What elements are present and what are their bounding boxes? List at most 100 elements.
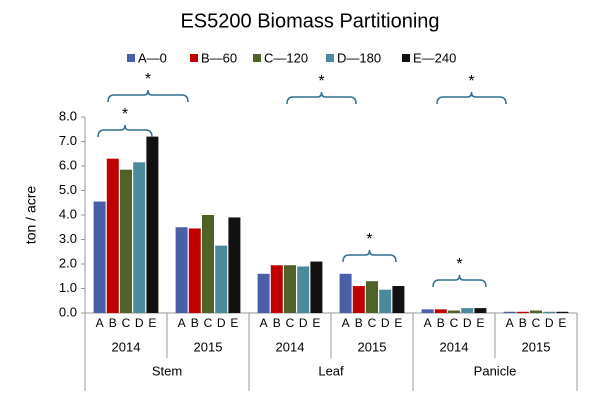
x-tick-label: 2015	[194, 339, 223, 354]
y-tick-label: 3.0	[59, 231, 77, 246]
legend-label: D—180	[337, 50, 381, 65]
bar-label: D	[135, 316, 144, 330]
bracket	[342, 249, 397, 263]
bar-label: A	[342, 316, 350, 330]
bar	[297, 266, 310, 313]
y-tick-label: 8.0	[59, 108, 77, 123]
bar	[215, 245, 228, 313]
y-tick-label: 6.0	[59, 157, 77, 172]
bar-label: C	[204, 316, 213, 330]
bar	[120, 169, 132, 313]
bar-label: E	[394, 316, 402, 330]
x-tick-label: 2015	[522, 339, 551, 354]
bar	[339, 273, 352, 313]
bar-label: B	[273, 316, 281, 330]
y-tick-label: 0.0	[59, 304, 77, 319]
bar-label: C	[368, 316, 377, 330]
bar	[421, 309, 434, 313]
bar-label: C	[286, 316, 295, 330]
bar	[434, 309, 447, 313]
y-tick-label: 2.0	[59, 255, 77, 270]
group-label: Leaf	[318, 363, 344, 378]
bar-label: A	[178, 316, 186, 330]
bar	[146, 136, 159, 313]
y-tick-label: 5.0	[59, 182, 77, 197]
bar	[543, 311, 556, 313]
y-axis-label: ton / acre	[23, 186, 39, 245]
annotation: *	[468, 73, 474, 90]
bar-label: D	[299, 316, 308, 330]
bar	[379, 289, 392, 313]
bar-label: B	[109, 316, 117, 330]
bar-label: E	[312, 316, 320, 330]
x-tick-label: 2014	[440, 339, 469, 354]
bar-label: E	[558, 316, 566, 330]
annotation: *	[145, 71, 151, 88]
bar-label: B	[355, 316, 363, 330]
bar	[228, 217, 241, 313]
bar	[284, 265, 296, 313]
legend-swatch	[253, 54, 261, 62]
bar-label: D	[463, 316, 472, 330]
annotation: *	[122, 106, 128, 123]
bar	[270, 265, 283, 313]
y-tick-label: 4.0	[59, 206, 77, 221]
bracket	[97, 124, 153, 138]
bar-label: D	[545, 316, 554, 330]
y-tick-label: 7.0	[59, 133, 77, 148]
x-tick-label: 2015	[358, 339, 387, 354]
bar-label: D	[217, 316, 226, 330]
x-tick-label: 2014	[112, 339, 141, 354]
bar-label: D	[381, 316, 390, 330]
legend-swatch	[326, 54, 334, 62]
bar	[474, 308, 487, 313]
bar-label: C	[122, 316, 131, 330]
chart-title: ES5200 Biomass Partitioning	[180, 10, 439, 32]
legend-label: E—240	[413, 50, 456, 65]
bar	[175, 227, 188, 313]
bracket	[286, 91, 357, 105]
bar	[503, 311, 516, 313]
bar-label: A	[260, 316, 268, 330]
bar-label: A	[424, 316, 432, 330]
legend-swatch	[190, 54, 198, 62]
group-label: Panicle	[474, 363, 517, 378]
bar	[188, 228, 201, 313]
bracket	[432, 274, 487, 288]
annotation: *	[456, 256, 462, 273]
bar	[516, 311, 529, 313]
bar	[461, 308, 474, 313]
bar	[202, 215, 214, 313]
bar	[366, 281, 378, 313]
bar-label: C	[532, 316, 541, 330]
bar-label: A	[96, 316, 104, 330]
bracket	[436, 91, 507, 105]
x-tick-label: 2014	[276, 339, 305, 354]
bar-label: B	[437, 316, 445, 330]
bar-label: B	[519, 316, 527, 330]
annotation: *	[366, 231, 372, 248]
bar-label: B	[191, 316, 199, 330]
bar	[530, 310, 542, 313]
bar-label: A	[506, 316, 514, 330]
bar-label: E	[148, 316, 156, 330]
bar	[448, 310, 460, 313]
bar-label: E	[476, 316, 484, 330]
bar	[106, 158, 119, 313]
bar	[257, 273, 270, 313]
legend-swatch	[127, 54, 135, 62]
y-tick-label: 1.0	[59, 280, 77, 295]
bar	[556, 311, 569, 313]
bar-label: C	[450, 316, 459, 330]
bar-label: E	[230, 316, 238, 330]
bar	[352, 286, 365, 313]
bar	[93, 201, 106, 313]
bracket	[107, 89, 189, 103]
bar	[310, 261, 323, 313]
group-label: Stem	[152, 363, 182, 378]
legend-label: B—60	[201, 50, 237, 65]
annotation: *	[318, 73, 324, 90]
legend-label: C—120	[264, 50, 308, 65]
legend-label: A—0	[138, 50, 167, 65]
